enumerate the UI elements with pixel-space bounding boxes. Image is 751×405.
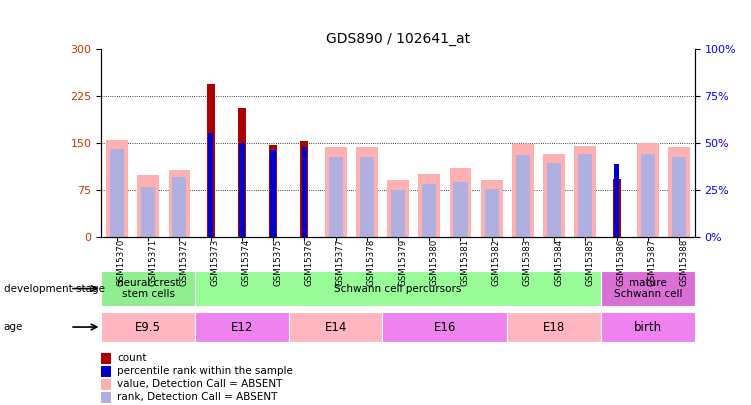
Text: GSM15379: GSM15379 <box>398 239 407 286</box>
Text: GSM15384: GSM15384 <box>554 239 563 286</box>
Bar <box>173 177 186 237</box>
Bar <box>195 271 601 306</box>
Text: mature
Schwann cell: mature Schwann cell <box>614 278 682 299</box>
Bar <box>141 187 155 237</box>
Text: E9.5: E9.5 <box>135 320 161 334</box>
Text: GSM15378: GSM15378 <box>366 239 376 286</box>
Bar <box>195 312 288 342</box>
Text: GSM15377: GSM15377 <box>336 239 345 286</box>
Bar <box>508 312 601 342</box>
Bar <box>101 312 195 342</box>
Bar <box>208 133 213 237</box>
Bar <box>578 154 593 237</box>
Text: GSM15373: GSM15373 <box>211 239 220 286</box>
Bar <box>168 170 191 237</box>
Text: E14: E14 <box>324 320 347 334</box>
Text: GSM15383: GSM15383 <box>523 239 532 286</box>
Text: Schwann cell percursors: Schwann cell percursors <box>334 284 462 294</box>
Text: value, Detection Call = ABSENT: value, Detection Call = ABSENT <box>117 379 282 389</box>
Bar <box>239 143 245 237</box>
Text: GSM15371: GSM15371 <box>148 239 157 286</box>
Bar <box>207 84 215 237</box>
Bar <box>613 179 620 237</box>
Bar <box>543 154 565 237</box>
Text: neural crest
stem cells: neural crest stem cells <box>117 278 179 299</box>
Title: GDS890 / 102641_at: GDS890 / 102641_at <box>326 32 470 46</box>
Text: GSM15388: GSM15388 <box>679 239 688 286</box>
Bar <box>137 175 159 237</box>
Bar <box>387 181 409 237</box>
Bar <box>288 312 382 342</box>
Text: GSM15387: GSM15387 <box>648 239 657 286</box>
Text: GSM15386: GSM15386 <box>617 239 626 286</box>
Text: GSM15370: GSM15370 <box>117 239 126 286</box>
Bar <box>641 154 655 237</box>
Text: E16: E16 <box>433 320 456 334</box>
Text: percentile rank within the sample: percentile rank within the sample <box>117 367 293 376</box>
Bar <box>547 163 561 237</box>
Bar <box>101 271 195 306</box>
Text: GSM15381: GSM15381 <box>460 239 469 286</box>
Text: GSM15376: GSM15376 <box>304 239 313 286</box>
Text: rank, Detection Call = ABSENT: rank, Detection Call = ABSENT <box>117 392 278 402</box>
Bar <box>391 190 405 237</box>
Bar <box>601 271 695 306</box>
Bar <box>516 155 530 237</box>
Bar <box>418 174 440 237</box>
Text: E12: E12 <box>231 320 253 334</box>
Bar <box>328 157 342 237</box>
Bar <box>575 146 596 237</box>
Bar <box>450 168 472 237</box>
Text: E18: E18 <box>543 320 566 334</box>
Bar <box>269 145 277 237</box>
Text: age: age <box>4 322 23 332</box>
Bar <box>422 183 436 237</box>
Text: development stage: development stage <box>4 284 104 294</box>
Bar <box>356 147 378 237</box>
Text: GSM15380: GSM15380 <box>430 239 439 286</box>
Bar <box>614 164 620 237</box>
Bar <box>106 140 128 237</box>
Bar <box>672 157 686 237</box>
Bar <box>668 147 690 237</box>
Bar <box>454 182 468 237</box>
Text: GSM15372: GSM15372 <box>179 239 189 286</box>
Text: GSM15374: GSM15374 <box>242 239 251 286</box>
Bar <box>270 150 276 237</box>
Text: birth: birth <box>634 320 662 334</box>
Bar <box>302 147 307 237</box>
Bar <box>601 312 695 342</box>
Bar <box>324 147 346 237</box>
Text: count: count <box>117 354 146 363</box>
Text: GSM15382: GSM15382 <box>492 239 501 286</box>
Bar <box>484 189 499 237</box>
Bar <box>512 144 534 237</box>
Text: GSM15375: GSM15375 <box>273 239 282 286</box>
Bar <box>382 312 508 342</box>
Bar <box>238 108 246 237</box>
Bar <box>360 157 374 237</box>
Bar <box>110 149 124 237</box>
Text: GSM15385: GSM15385 <box>585 239 594 286</box>
Bar <box>300 141 308 237</box>
Bar <box>481 181 502 237</box>
Bar <box>637 143 659 237</box>
